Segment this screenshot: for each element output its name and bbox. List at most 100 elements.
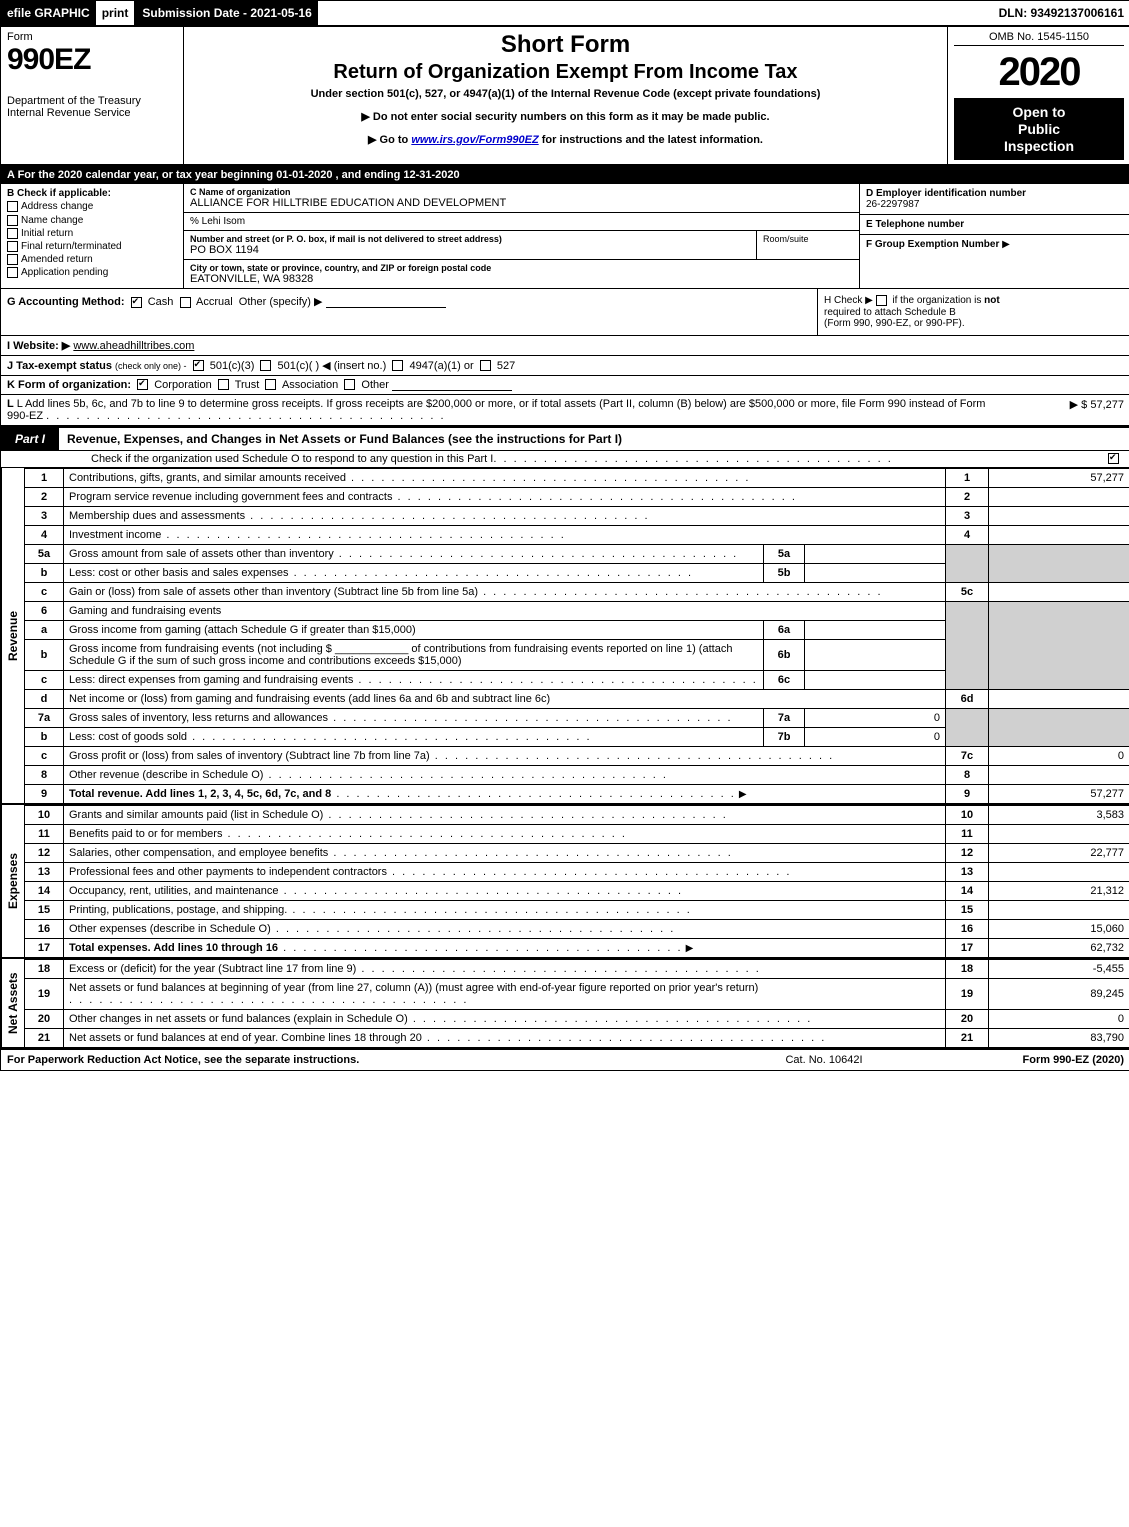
l-amount: ▶ $ 57,277 [1004, 398, 1124, 422]
chk-name-change[interactable]: Name change [7, 215, 177, 226]
other-method-input[interactable] [326, 296, 446, 308]
chk-initial-return[interactable]: Initial return [7, 228, 177, 239]
line-20: 20 Other changes in net assets or fund b… [25, 1009, 1129, 1028]
row-g: G Accounting Method: Cash Accrual Other … [1, 289, 817, 334]
triangle-icon: ▶ [1002, 239, 1010, 250]
street-value: PO BOX 1194 [190, 244, 750, 256]
footer-catno: Cat. No. 10642I [724, 1054, 924, 1066]
chk-association[interactable] [265, 379, 276, 390]
j-label: J Tax-exempt status [7, 360, 112, 372]
footer-left: For Paperwork Reduction Act Notice, see … [7, 1054, 724, 1066]
return-title: Return of Organization Exempt From Incom… [192, 61, 939, 84]
group-exemption-label: F Group Exemption Number [866, 239, 999, 250]
chk-501c[interactable] [260, 360, 271, 371]
part-i-tag: Part I [1, 428, 59, 450]
line-9: 9 Total revenue. Add lines 1, 2, 3, 4, 5… [25, 784, 1129, 803]
chk-trust[interactable] [218, 379, 229, 390]
line-17: 17 Total expenses. Add lines 10 through … [25, 938, 1129, 957]
website-label: I Website: ▶ [7, 340, 70, 352]
website-value[interactable]: www.aheadhilltribes.com [73, 340, 194, 352]
chk-schedule-b[interactable] [876, 295, 887, 306]
section-b: B Check if applicable: Address change Na… [1, 184, 184, 288]
line-14: 14 Occupancy, rent, utilities, and maint… [25, 881, 1129, 900]
chk-corporation[interactable] [137, 379, 148, 390]
header-right: OMB No. 1545-1150 2020 Open to Public In… [947, 27, 1129, 164]
city-label: City or town, state or province, country… [190, 263, 853, 273]
footer-form: Form 990-EZ (2020) [924, 1054, 1124, 1066]
org-name-label: C Name of organization [190, 187, 853, 197]
line-4: 4 Investment income 4 [25, 525, 1129, 544]
part-i-title: Revenue, Expenses, and Changes in Net As… [59, 428, 1129, 450]
expenses-table: 10 Grants and similar amounts paid (list… [24, 805, 1129, 958]
tax-period: A For the 2020 calendar year, or tax yea… [1, 166, 1129, 184]
line-1: 1 Contributions, gifts, grants, and simi… [25, 468, 1129, 487]
goto-note: ▶ Go to www.irs.gov/Form990EZ for instru… [192, 133, 939, 146]
org-name-value: ALLIANCE FOR HILLTRIBE EDUCATION AND DEV… [190, 197, 853, 209]
chk-address-change[interactable]: Address change [7, 201, 177, 212]
line-9-amount: 57,277 [989, 784, 1129, 803]
row-k: K Form of organization: Corporation Trus… [1, 376, 1129, 395]
subtitle: Under section 501(c), 527, or 4947(a)(1)… [192, 88, 939, 100]
chk-cash[interactable] [131, 297, 142, 308]
ein-value: 26-2297987 [866, 199, 1124, 210]
line-7c: c Gross profit or (loss) from sales of i… [25, 746, 1129, 765]
expenses-sidebar: Expenses [1, 805, 24, 958]
irs-link[interactable]: www.irs.gov/Form990EZ [411, 134, 538, 146]
chk-schedule-o-part1[interactable] [1108, 453, 1119, 464]
row-l: L L Add lines 5b, 6c, and 7b to line 9 t… [1, 395, 1129, 426]
room-label: Room/suite [763, 234, 809, 244]
print-button[interactable]: print [96, 1, 137, 25]
dln-value: DLN: 93492137006161 [993, 1, 1129, 25]
dept-treasury: Department of the Treasury [7, 95, 177, 107]
street-cell: Number and street (or P. O. box, if mail… [184, 231, 757, 259]
ein-label: D Employer identification number [866, 188, 1124, 199]
efile-label: efile GRAPHIC [1, 1, 96, 25]
dept-irs: Internal Revenue Service [7, 107, 177, 119]
line-2: 2 Program service revenue including gove… [25, 487, 1129, 506]
line-19: 19 Net assets or fund balances at beginn… [25, 978, 1129, 1009]
section-c: C Name of organization ALLIANCE FOR HILL… [184, 184, 859, 288]
line-5a: 5a Gross amount from sale of assets othe… [25, 544, 1129, 563]
revenue-table: 1 Contributions, gifts, grants, and simi… [24, 468, 1129, 804]
line-21: 21 Net assets or fund balances at end of… [25, 1028, 1129, 1047]
ssn-warning: ▶ Do not enter social security numbers o… [192, 110, 939, 123]
tax-year: 2020 [954, 52, 1124, 92]
header-left: Form 990EZ Department of the Treasury In… [1, 27, 184, 164]
chk-accrual[interactable] [180, 297, 191, 308]
form-page: efile GRAPHIC print Submission Date - 20… [0, 0, 1129, 1071]
row-j: J Tax-exempt status (check only one) - 5… [1, 356, 1129, 376]
chk-501c3[interactable] [193, 360, 204, 371]
chk-amended-return[interactable]: Amended return [7, 254, 177, 265]
identification-block: B Check if applicable: Address change Na… [1, 184, 1129, 289]
inspection-box: Open to Public Inspection [954, 98, 1124, 160]
goto-pre: ▶ Go to [368, 134, 411, 146]
insp3: Inspection [1004, 138, 1074, 154]
ein-cell: D Employer identification number 26-2297… [860, 184, 1129, 215]
line-8: 8 Other revenue (describe in Schedule O)… [25, 765, 1129, 784]
revenue-sidebar: Revenue [1, 468, 24, 804]
expenses-section: Expenses 10 Grants and similar amounts p… [1, 805, 1129, 959]
netassets-section: Net Assets 18 Excess or (deficit) for th… [1, 959, 1129, 1048]
chk-application-pending[interactable]: Application pending [7, 267, 177, 278]
line-1-amount: 57,277 [989, 468, 1129, 487]
org-name-cell: C Name of organization ALLIANCE FOR HILL… [184, 184, 859, 213]
chk-final-return[interactable]: Final return/terminated [7, 241, 177, 252]
chk-other-org[interactable] [344, 379, 355, 390]
page-footer: For Paperwork Reduction Act Notice, see … [1, 1048, 1129, 1070]
city-cell: City or town, state or province, country… [184, 260, 859, 288]
chk-527[interactable] [480, 360, 491, 371]
part-i-sub: Check if the organization used Schedule … [1, 451, 1129, 468]
goto-post: for instructions and the latest informat… [542, 134, 763, 146]
other-org-input[interactable] [392, 379, 512, 391]
section-b-header: B Check if applicable: [7, 188, 177, 199]
submission-date: Submission Date - 2021-05-16 [136, 1, 317, 25]
care-of-cell: % Lehi Isom [184, 213, 859, 231]
line-15: 15 Printing, publications, postage, and … [25, 900, 1129, 919]
row-g-h: G Accounting Method: Cash Accrual Other … [1, 289, 1129, 335]
line-10: 10 Grants and similar amounts paid (list… [25, 805, 1129, 824]
id-right: D Employer identification number 26-2297… [859, 184, 1129, 288]
form-word: Form [7, 31, 177, 43]
chk-4947[interactable] [392, 360, 403, 371]
k-label: K Form of organization: [7, 379, 131, 391]
line-6: 6 Gaming and fundraising events [25, 601, 1129, 620]
